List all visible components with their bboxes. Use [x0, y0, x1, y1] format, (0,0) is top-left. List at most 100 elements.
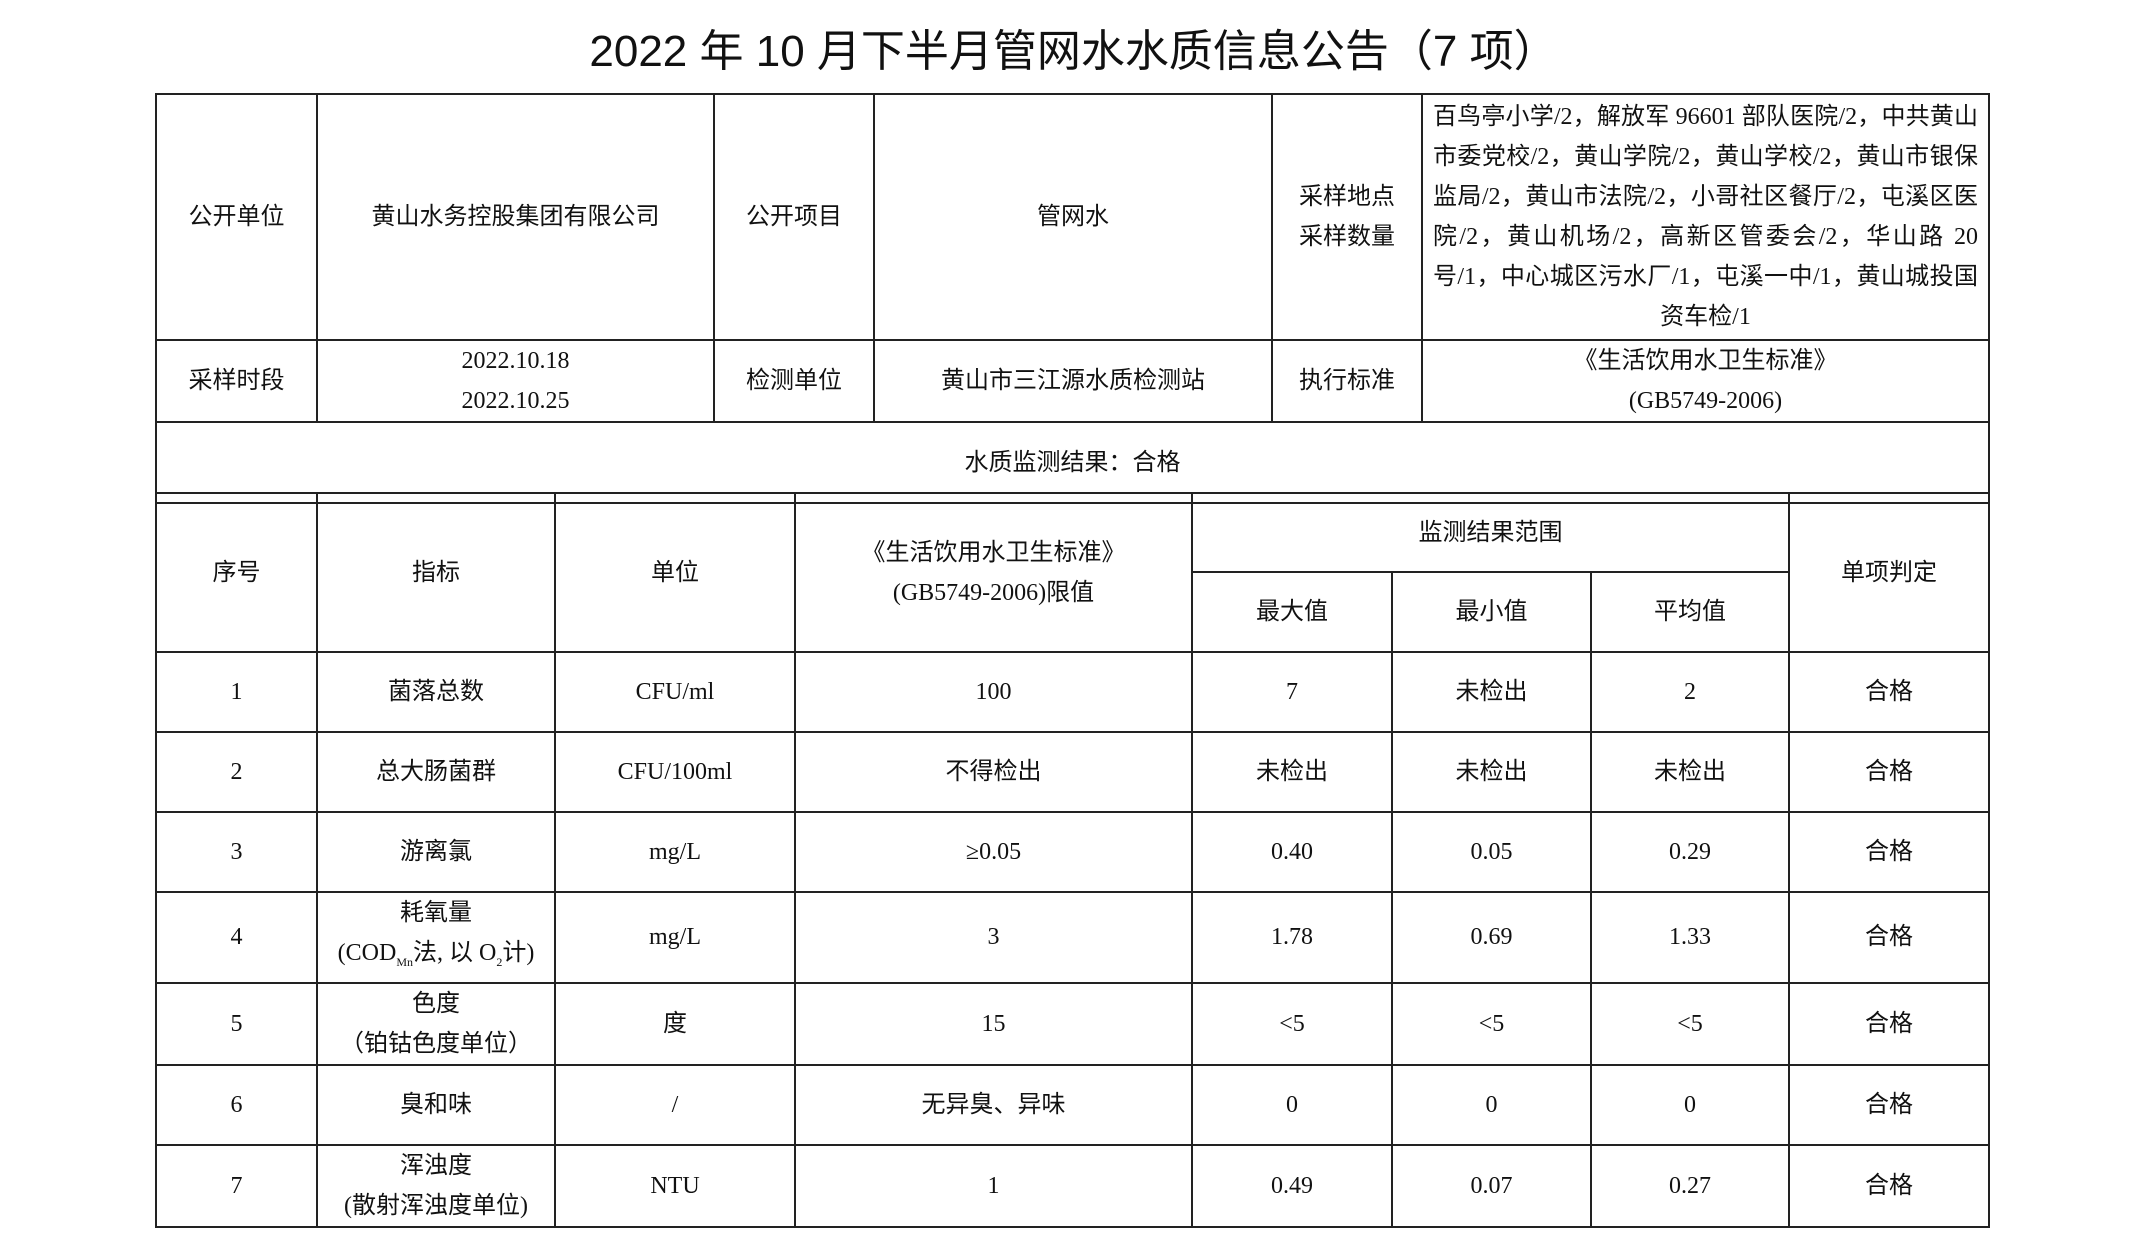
- indicator-name: 色度: [412, 990, 460, 1017]
- item-value: 管网水: [873, 93, 1273, 341]
- row-limit: 1: [794, 1143, 1193, 1228]
- row-indicator: 色度 （铂钴色度单位）: [316, 981, 556, 1066]
- table-row: 3 游离氯 mg/L ≥0.05 0.40 0.05 0.29 合格: [155, 811, 1991, 893]
- row-avg: 0.29: [1589, 811, 1791, 893]
- row-limit: 无异臭、异味: [794, 1063, 1193, 1146]
- row-verdict: 合格: [1788, 981, 1991, 1066]
- row-indicator: 浑浊度 (散射浑浊度单位): [316, 1143, 556, 1228]
- unit-label: 公开单位: [155, 93, 318, 341]
- table-row: 2 总大肠菌群 CFU/100ml 不得检出 未检出 未检出 未检出 合格: [155, 731, 1991, 813]
- row-unit: mg/L: [554, 811, 796, 893]
- row-max: 0: [1191, 1063, 1393, 1146]
- header-avg: 平均值: [1589, 571, 1791, 653]
- row-unit: CFU/ml: [554, 651, 796, 733]
- indicator-note: （铂钴色度单位）: [340, 1030, 532, 1057]
- results-table: 序号 指标 单位 《生活饮用水卫生标准》 (GB5749-2006)限值 监测结果…: [155, 492, 1991, 1228]
- row-avg: 未检出: [1589, 731, 1791, 813]
- row-unit: mg/L: [554, 891, 796, 984]
- header-range: 监测结果范围: [1190, 492, 1791, 573]
- row-unit: 度: [554, 981, 796, 1066]
- standard-value: 《生活饮用水卫生标准》 (GB5749-2006): [1421, 339, 1990, 423]
- row-limit: 100: [794, 651, 1193, 733]
- row-unit: NTU: [554, 1143, 796, 1228]
- row-min: 0.69: [1391, 891, 1592, 984]
- standard-code: (GB5749-2006): [1628, 388, 1783, 414]
- table-row: 4 耗氧量 (CODMn法, 以 O2计) mg/L 3 1.78 0.69 1.33 合格: [155, 891, 1991, 984]
- period-value: 2022.10.18 2022.10.25: [316, 339, 715, 423]
- row-verdict: 合格: [1788, 1063, 1991, 1146]
- sites-label-2: 采样数量: [1299, 224, 1395, 250]
- row-indicator: 菌落总数: [316, 651, 556, 733]
- header-max: 最大值: [1191, 571, 1393, 653]
- indicator-name: 总大肠菌群: [376, 759, 496, 785]
- row-avg: 1.33: [1589, 891, 1791, 984]
- header-no: 序号: [155, 492, 318, 653]
- row-no: 3: [155, 811, 318, 893]
- row-verdict: 合格: [1788, 651, 1991, 733]
- row-max: 未检出: [1191, 731, 1393, 813]
- row-unit: CFU/100ml: [554, 731, 796, 813]
- info-table: 公开单位 黄山水务控股集团有限公司 公开项目 管网水 采样地点采样数量 百鸟亭小…: [155, 93, 1990, 504]
- row-verdict: 合格: [1788, 891, 1991, 984]
- row-no: 4: [155, 891, 318, 984]
- header-limit-2: (GB5749-2006)限值: [892, 579, 1095, 606]
- lab-label: 检测单位: [713, 339, 875, 423]
- row-unit: /: [554, 1063, 796, 1146]
- page-title: 2022 年 10 月下半月管网水水质信息公告（7 项）: [589, 27, 1558, 76]
- indicator-note-part: Mn: [396, 954, 413, 969]
- period-start: 2022.10.18: [461, 348, 570, 374]
- header-indicator: 指标: [316, 492, 556, 653]
- row-min: 未检出: [1391, 731, 1592, 813]
- indicator-name: 菌落总数: [388, 679, 484, 705]
- indicator-note-part: 计): [502, 940, 535, 966]
- lab-value: 黄山市三江源水质检测站: [873, 339, 1273, 423]
- row-limit: 不得检出: [794, 731, 1193, 813]
- row-avg: <5: [1589, 981, 1791, 1066]
- row-min: 0.07: [1391, 1143, 1592, 1228]
- row-indicator: 臭和味: [316, 1063, 556, 1146]
- row-verdict: 合格: [1788, 811, 1991, 893]
- indicator-name: 浑浊度: [400, 1152, 472, 1179]
- row-min: 未检出: [1391, 651, 1592, 733]
- indicator-name: 耗氧量: [400, 900, 472, 926]
- row-limit: ≥0.05: [794, 811, 1193, 893]
- row-max: 7: [1191, 651, 1393, 733]
- period-end: 2022.10.25: [461, 388, 570, 414]
- row-max: 0.49: [1191, 1143, 1393, 1228]
- indicator-name: 臭和味: [400, 1091, 472, 1118]
- indicator-note-part: 法, 以 O: [413, 940, 497, 966]
- header-verdict: 单项判定: [1788, 492, 1991, 653]
- row-max: <5: [1191, 981, 1393, 1066]
- header-min: 最小值: [1391, 571, 1592, 653]
- row-min: 0: [1391, 1063, 1592, 1146]
- row-verdict: 合格: [1788, 1143, 1991, 1228]
- sites-label: 采样地点 采样数量: [1271, 93, 1423, 341]
- sites-value: 百鸟亭小学/2，解放军 96601 部队医院/2，中共黄山市委党校/2，黄山学院…: [1421, 93, 1990, 341]
- item-label: 公开项目: [713, 93, 875, 341]
- header-limit: 《生活饮用水卫生标准》 (GB5749-2006)限值: [794, 492, 1193, 653]
- row-no: 1: [155, 651, 318, 733]
- row-indicator: 总大肠菌群: [316, 731, 556, 813]
- row-avg: 2: [1589, 651, 1791, 733]
- row-max: 0.40: [1191, 811, 1393, 893]
- period-label: 采样时段: [155, 339, 318, 423]
- table-row: 7 浑浊度 (散射浑浊度单位) NTU 1 0.49 0.07 0.27 合格: [155, 1143, 1991, 1228]
- header-unit: 单位: [554, 492, 796, 653]
- indicator-note-part: (COD: [337, 940, 397, 966]
- unit-value: 黄山水务控股集团有限公司: [316, 93, 715, 341]
- header-limit-1: 《生活饮用水卫生标准》: [861, 539, 1126, 566]
- row-no: 7: [155, 1143, 318, 1228]
- row-indicator: 耗氧量 (CODMn法, 以 O2计): [316, 891, 556, 984]
- row-limit: 15: [794, 981, 1193, 1066]
- standard-name: 《生活饮用水卫生标准》: [1573, 348, 1838, 374]
- row-min: 0.05: [1391, 811, 1592, 893]
- result-summary: 水质监测结果：合格: [155, 421, 1990, 504]
- standard-label: 执行标准: [1271, 339, 1423, 423]
- table-row: 5 色度 （铂钴色度单位）度 15 <5 <5 <5 合格: [155, 981, 1991, 1066]
- indicator-note-part: 2: [496, 954, 503, 969]
- row-no: 5: [155, 981, 318, 1066]
- sites-label-1: 采样地点: [1299, 184, 1395, 210]
- row-avg: 0: [1589, 1063, 1791, 1146]
- row-limit: 3: [794, 891, 1193, 984]
- table-row: 6 臭和味 / 无异臭、异味 0 0 0 合格: [155, 1063, 1991, 1146]
